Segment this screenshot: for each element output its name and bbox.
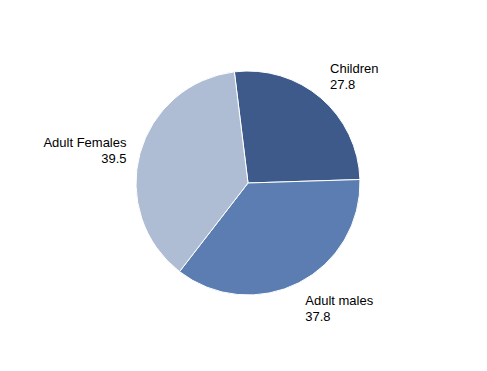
svg-text:Adult males37.8: Adult males37.8 bbox=[305, 293, 373, 324]
svg-text:Children27.8: Children27.8 bbox=[330, 61, 378, 92]
svg-text:Adult Females39.5: Adult Females39.5 bbox=[43, 135, 127, 166]
